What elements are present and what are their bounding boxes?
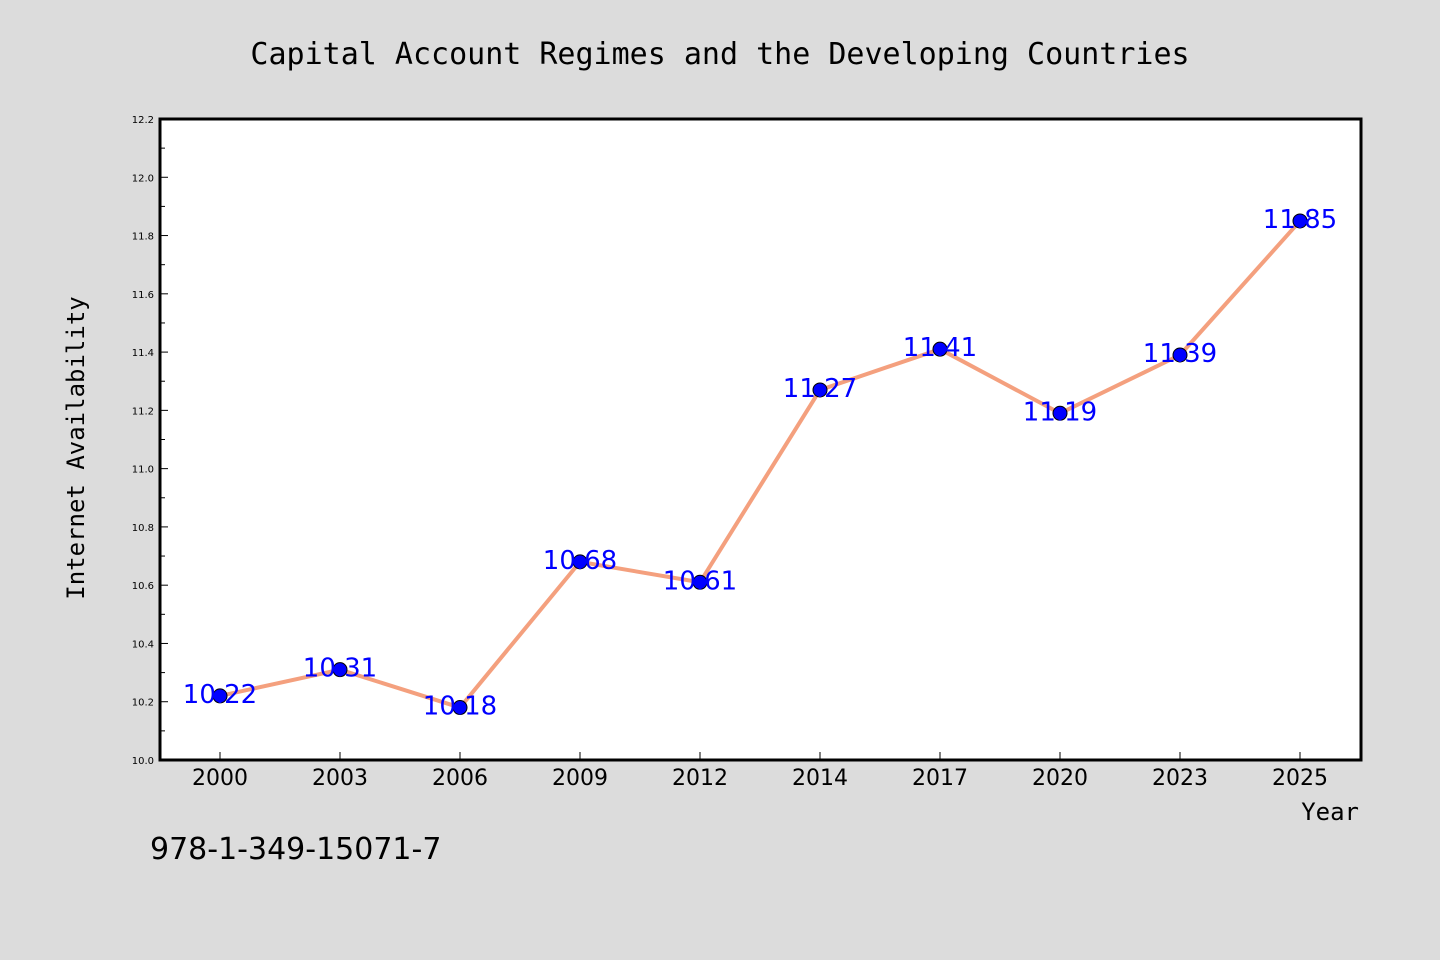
data-label: 11.41 — [903, 333, 977, 363]
plot-area — [158, 117, 1363, 762]
data-point — [812, 382, 828, 398]
x-tick-label: 2017 — [912, 766, 968, 791]
x-tick-label: 2023 — [1152, 766, 1208, 791]
y-tick-label: 11.0 — [132, 465, 154, 476]
y-tick-label: 11.2 — [132, 406, 154, 417]
data-label: 10.68 — [543, 546, 617, 576]
y-tick-label: 10.4 — [132, 639, 154, 650]
y-axis-title: Internet Availability — [62, 296, 90, 599]
data-point — [212, 688, 228, 704]
data-label: 11.27 — [783, 374, 857, 404]
y-tick-label: 11.4 — [132, 348, 154, 359]
data-point — [332, 662, 348, 678]
data-label: 11.39 — [1143, 339, 1217, 369]
data-point — [932, 341, 948, 357]
data-label: 10.61 — [663, 566, 737, 596]
y-tick-label: 10.2 — [132, 698, 154, 709]
x-axis: 2000 2003 2006 2009 2012 2014 2017 2020 2023 2025 — [192, 752, 1328, 791]
x-tick-label: 2000 — [192, 766, 248, 791]
data-point — [572, 554, 588, 570]
data-point — [452, 700, 468, 716]
chart-title: Capital Account Regimes and the Developi… — [250, 37, 1189, 72]
data-point — [1292, 213, 1308, 229]
y-tick-label: 12.2 — [132, 115, 154, 126]
data-point — [692, 574, 708, 590]
x-tick-label: 2006 — [432, 766, 488, 791]
data-label: 11.85 — [1263, 205, 1337, 235]
x-tick-label: 2020 — [1032, 766, 1088, 791]
x-tick-label: 2009 — [552, 766, 608, 791]
y-tick-label: 10.6 — [132, 581, 154, 592]
x-tick-label: 2012 — [672, 766, 728, 791]
y-tick-label: 10.8 — [132, 523, 154, 534]
data-label: 11.19 — [1023, 397, 1097, 427]
y-tick-label: 11.6 — [132, 290, 154, 301]
y-tick-label: 12.0 — [132, 173, 154, 184]
isbn-text: 978-1-349-15071-7 — [150, 832, 442, 867]
data-point — [1052, 405, 1068, 421]
y-tick-label: 11.8 — [132, 232, 154, 243]
series-layer: 10.22 10.31 10.18 10.68 10.61 11.27 11.41 11.19… — [183, 205, 1337, 722]
data-label: 10.18 — [423, 692, 497, 722]
series-line — [219, 219, 1302, 710]
y-axis: 10.0 10.2 10.4 10.6 10.8 11.0 11.2 11.4 11.6 11.8… — [132, 115, 168, 767]
data-point — [1172, 347, 1188, 363]
data-label: 10.22 — [183, 680, 257, 710]
x-tick-label: 2025 — [1272, 766, 1328, 791]
x-tick-label: 2014 — [792, 766, 848, 791]
x-tick-label: 2003 — [312, 766, 368, 791]
x-axis-title: Year — [1301, 798, 1359, 826]
y-tick-label: 10.0 — [132, 756, 154, 767]
data-label: 10.31 — [303, 654, 377, 684]
